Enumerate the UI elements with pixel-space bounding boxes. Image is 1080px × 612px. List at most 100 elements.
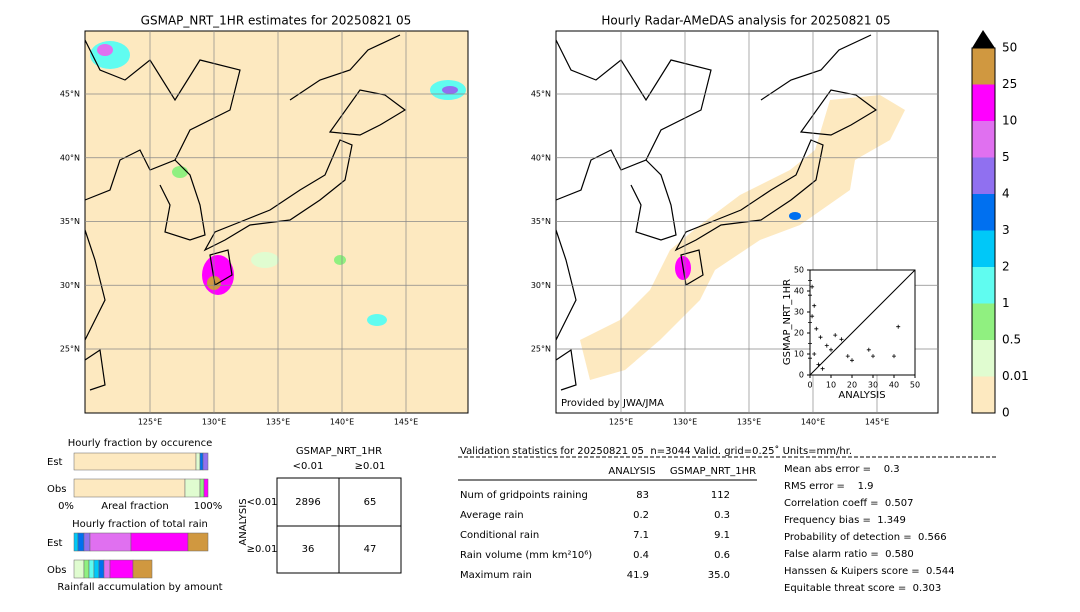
colorbar-extend xyxy=(972,30,995,48)
colorbar-label: 10 xyxy=(1002,114,1017,128)
panel-title: Hourly fraction by occurence xyxy=(68,438,212,449)
lon-label: 145°E xyxy=(865,418,889,427)
stat-value: 112 xyxy=(711,490,730,501)
map-title: GSMAP_NRT_1HR estimates for 20250821 05 xyxy=(141,14,412,28)
axis-label: Areal fraction xyxy=(101,501,168,512)
lon-label: 145°E xyxy=(394,418,418,427)
lat-label: 30°N xyxy=(60,281,80,290)
y-tick-label: 0 xyxy=(799,371,804,380)
point xyxy=(810,284,815,289)
x-tick-label: 10 xyxy=(826,381,836,390)
point xyxy=(808,341,812,346)
colorbar-segment xyxy=(972,121,995,158)
row-label: Obs xyxy=(47,484,66,495)
coverage xyxy=(580,95,905,380)
point xyxy=(816,362,821,367)
stat-label: Num of gridpoints raining xyxy=(460,490,588,501)
lat-label: 30°N xyxy=(531,281,551,290)
colorbar-segment xyxy=(972,157,995,194)
colorbar-segment xyxy=(972,303,995,340)
col-header: GSMAP_NRT_1HR xyxy=(670,466,756,477)
point xyxy=(833,333,838,338)
lat-label: 45°N xyxy=(531,90,551,99)
colorbar-label: 0.5 xyxy=(1002,333,1021,347)
colorbar-segment xyxy=(972,340,995,377)
lat-label: 35°N xyxy=(60,217,80,226)
lat-label: 35°N xyxy=(531,217,551,226)
lon-label: 135°E xyxy=(266,418,290,427)
point xyxy=(818,335,823,340)
stat-label: Maximum rain xyxy=(460,570,532,581)
colorbar-label: 0.01 xyxy=(1002,369,1029,383)
fraction-bars xyxy=(73,532,209,579)
stat-value: 0.4 xyxy=(633,550,649,561)
col-header: ANALYSIS xyxy=(608,466,655,477)
point xyxy=(812,352,817,356)
lat-label: 45°N xyxy=(60,90,80,99)
x-tick-label: 20 xyxy=(847,381,857,390)
col-header: <0.01 xyxy=(293,461,324,472)
point xyxy=(814,326,819,331)
lat-label: 25°N xyxy=(531,345,551,354)
stat-value: 0.6 xyxy=(714,550,730,561)
cell: 47 xyxy=(364,544,377,555)
stats-header: Validation statistics for 20250821 05 n=… xyxy=(460,445,852,457)
point xyxy=(845,354,850,359)
col-header: ≥0.01 xyxy=(355,461,386,472)
colorbar xyxy=(971,47,996,414)
lon-label: 125°E xyxy=(609,418,633,427)
colorbar-segment xyxy=(972,267,995,304)
x-tick-label: 50 xyxy=(910,381,920,390)
score: False alarm ratio = 0.580 xyxy=(784,549,914,560)
panel-footer: Rainfall accumulation by amount xyxy=(57,582,222,593)
colorbar-label: 50 xyxy=(1002,41,1017,55)
axis-label: ANALYSIS xyxy=(238,498,249,545)
score: RMS error = 1.9 xyxy=(784,481,874,492)
x-tick-label: 0 xyxy=(807,381,812,390)
colorbar-label: 2 xyxy=(1002,260,1010,274)
score: Equitable threat score = 0.303 xyxy=(784,583,941,594)
stat-value: 35.0 xyxy=(708,570,730,581)
point xyxy=(839,337,844,342)
point xyxy=(810,314,815,319)
fraction-bars xyxy=(73,452,209,498)
y-tick-label: 40 xyxy=(794,287,804,296)
score: Mean abs error = 0.3 xyxy=(784,464,900,475)
lon-label: 125°E xyxy=(138,418,162,427)
point xyxy=(812,303,817,308)
row-label: Obs xyxy=(47,565,66,576)
panel-title: Hourly fraction of total rain xyxy=(72,519,208,530)
x-tick-label: 30 xyxy=(868,381,878,390)
point xyxy=(808,293,812,298)
stat-label: Rain volume (mm km²10⁶) xyxy=(460,550,592,561)
map-title: Hourly Radar-AMeDAS analysis for 2025082… xyxy=(601,14,890,28)
point xyxy=(892,354,896,359)
stat-label: Average rain xyxy=(460,510,524,521)
colorbar-segment xyxy=(972,194,995,231)
colorbar-label: 4 xyxy=(1002,187,1010,201)
lon-label: 135°E xyxy=(737,418,761,427)
rain-blob xyxy=(789,212,801,220)
lat-label: 40°N xyxy=(60,153,80,162)
point xyxy=(824,343,829,348)
cell: 2896 xyxy=(295,497,320,508)
score: Correlation coeff = 0.507 xyxy=(784,498,914,509)
scatter-ylabel: GSMAP_NRT_1HR xyxy=(782,279,793,365)
axis-label: 0% xyxy=(58,501,74,512)
point xyxy=(896,324,901,329)
diagonal xyxy=(809,269,916,376)
stat-value: 83 xyxy=(636,490,649,501)
stat-value: 0.3 xyxy=(714,510,730,521)
score: Hanssen & Kuipers score = 0.544 xyxy=(784,566,955,577)
axis-label: 100% xyxy=(194,501,223,512)
y-tick-label: 10 xyxy=(794,350,804,359)
y-tick-label: 20 xyxy=(794,329,804,338)
score: Frequency bias = 1.349 xyxy=(784,515,906,526)
row-label: Est xyxy=(47,538,63,549)
colorbar-label: 0 xyxy=(1002,406,1010,420)
colorbar-label: 25 xyxy=(1002,77,1017,91)
point xyxy=(871,354,875,359)
colorbar-segment xyxy=(972,84,995,121)
point xyxy=(820,366,825,371)
